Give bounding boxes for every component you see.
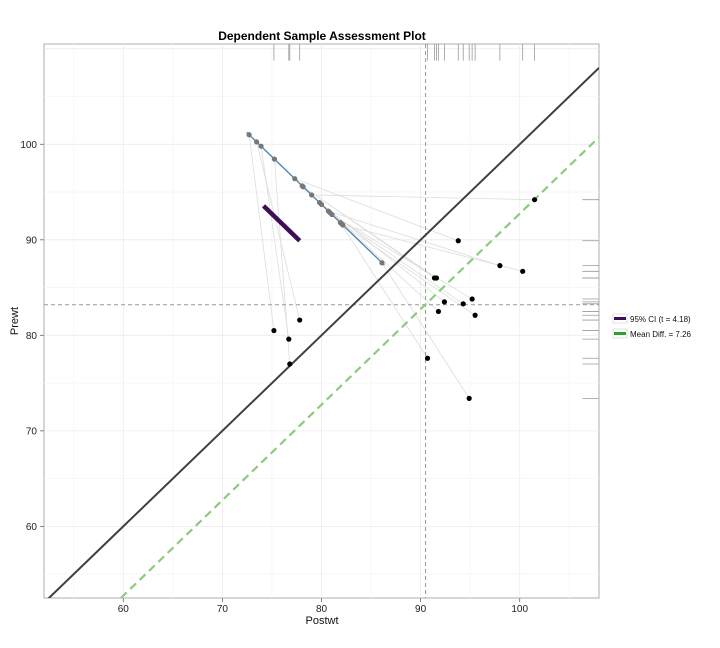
y-tick-label: 100 [20, 140, 37, 151]
data-point [472, 312, 478, 318]
y-axis-title: Prewt [9, 307, 21, 335]
projection-segment [274, 159, 291, 365]
y-tick-label: 70 [26, 426, 38, 437]
projection-segment [248, 134, 275, 331]
data-point [271, 327, 277, 334]
projected-point [271, 156, 278, 162]
x-tick-label: 70 [217, 604, 229, 615]
data-point [435, 308, 442, 315]
legend-label-mean: Mean Diff. = 7.26 [630, 330, 692, 339]
projected-point [300, 184, 306, 190]
y-tick-label: 60 [26, 522, 38, 533]
y-tick-label: 80 [26, 331, 38, 342]
projection-segment [339, 222, 428, 359]
projected-point [379, 260, 385, 266]
data-point [286, 336, 292, 342]
projection-segment [328, 210, 501, 266]
x-tick-label: 100 [511, 604, 528, 615]
projection-segment [302, 186, 437, 279]
legend-swatch-ci [614, 317, 626, 320]
projection-segment [256, 141, 301, 321]
projected-point [308, 192, 315, 198]
projected-point [318, 201, 325, 208]
projection-segment [341, 223, 476, 316]
projection-segment [381, 262, 470, 399]
data-point [297, 317, 303, 323]
data-point [455, 238, 461, 244]
grid-lines [44, 44, 599, 598]
data-point [497, 263, 503, 269]
projection-axis-line [246, 131, 385, 266]
mean-difference-line [120, 136, 599, 598]
projection-segment [311, 194, 535, 201]
data-point [460, 301, 466, 307]
projection-segment [260, 146, 290, 340]
rug-marks [273, 44, 599, 399]
projected-point [339, 221, 345, 227]
projected-point [246, 132, 252, 138]
ci-bar [261, 204, 302, 243]
data-point [424, 355, 431, 361]
projected-point [253, 139, 260, 145]
legend: 95% CI (t = 4.18) Mean Diff. = 7.26 [612, 313, 692, 339]
data-point [531, 197, 538, 203]
legend-label-ci: 95% CI (t = 4.18) [630, 315, 691, 324]
reference-lines [44, 44, 599, 598]
data-point [287, 361, 293, 367]
y-tick-label: 90 [26, 235, 38, 246]
legend-swatch-mean [614, 332, 626, 335]
data-point [441, 299, 447, 305]
data-point [469, 296, 475, 302]
projection-segment [342, 224, 523, 272]
data-points [246, 132, 538, 401]
projected-point [329, 211, 335, 218]
projected-point [292, 176, 298, 182]
axis-ticks: 60 70 80 90 100 60 70 80 90 100 [20, 140, 528, 615]
data-point [466, 395, 472, 401]
data-point [520, 268, 526, 274]
x-axis-title: Postwt [305, 615, 338, 627]
data-point [433, 275, 440, 281]
x-tick-label: 80 [316, 604, 328, 615]
x-tick-label: 60 [118, 604, 130, 615]
projected-point [258, 143, 264, 149]
x-tick-label: 90 [415, 604, 427, 615]
projection-segments [248, 134, 535, 399]
identity-line [47, 67, 599, 598]
chart-title: Dependent Sample Assessment Plot [218, 29, 426, 43]
